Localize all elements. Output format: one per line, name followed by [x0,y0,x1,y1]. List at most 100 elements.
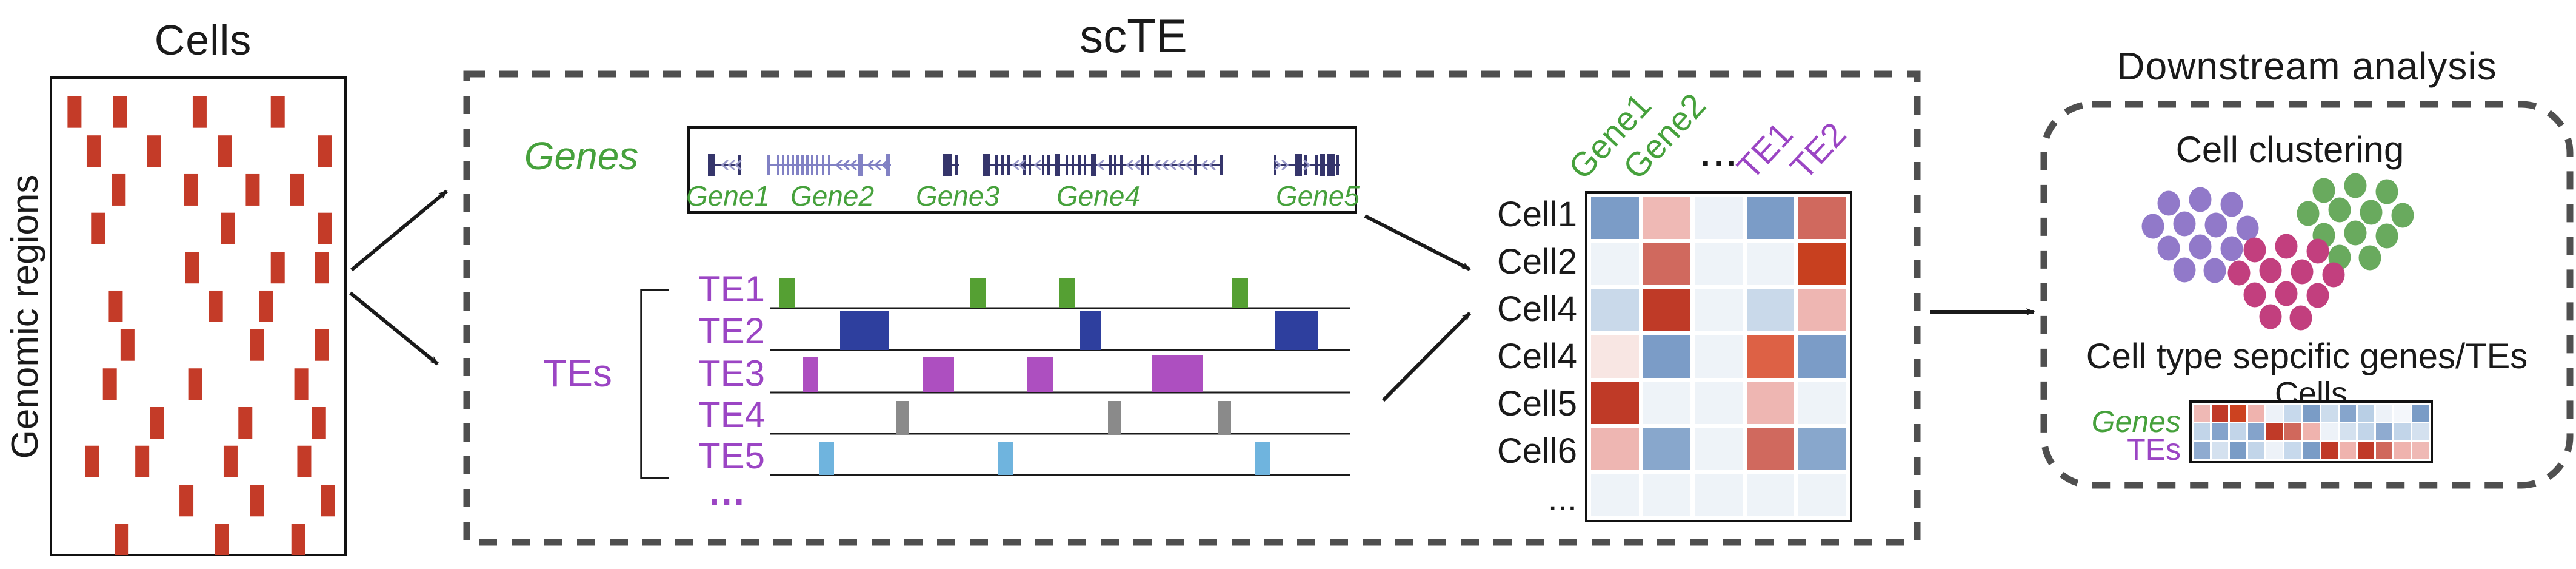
genomic-mark [245,173,260,206]
scte-title: scTE [1079,9,1187,62]
te-instance-bar [779,278,795,308]
genomic-mark [270,96,285,128]
mini-cell-r1c3 [2230,405,2247,422]
cell-dot [2358,245,2381,271]
genomic-mark [185,252,199,284]
cell-dot [2189,187,2212,212]
mini-cell-r1c5 [2266,405,2283,422]
matrix-cell-r6c5 [1798,428,1846,470]
gene-strand-arrow [1176,159,1184,171]
te-instance-bar [1080,311,1101,350]
genomic-mark [86,135,101,167]
genomic-mark [215,524,229,556]
matrix-cell-r2c5 [1798,243,1846,286]
genomic-mark [120,329,135,361]
gene-exon-tick [792,155,794,175]
gene-strand-arrow [866,159,874,171]
cell-dot [2312,178,2335,203]
gene-exon-tick [801,155,804,175]
arrow-to-tes [349,291,439,366]
gene-exon-block [1320,154,1325,176]
te-track-TE2 [770,311,1350,351]
gene-strand-arrow [849,159,857,171]
gene-exon-tick [1336,155,1339,175]
arrow-to-genes [350,189,448,272]
gene-strand-arrow [721,159,729,171]
gene-strand-arrow [842,159,850,171]
mini-cell-r3c13 [2412,442,2429,459]
gene-strand-arrow [1018,159,1026,171]
cell-dot [2391,203,2414,228]
gene-label-Gene2: Gene2 [790,180,875,212]
gene-strand-arrow [881,159,889,171]
genomic-mark [270,252,285,284]
gene-exon-tick [1274,155,1276,175]
te-label-TE2: TE2 [698,311,765,351]
te-instance-bar [803,357,818,392]
gene-exon-tick [1141,155,1144,175]
mini-cell-r2c13 [2412,423,2429,440]
genomic-mark [259,290,273,322]
matrix-cell-r7c2 [1643,474,1691,516]
mini-cell-r1c8 [2321,405,2338,422]
gene-exon-tick [1109,155,1112,175]
genomic-mark [184,173,198,206]
gene-exon-tick [1007,155,1010,175]
gene-exon-tick [816,155,818,175]
mini-cell-r1c1 [2194,405,2211,422]
gene-exon-tick [796,155,799,175]
gene-exon-tick [1084,155,1086,175]
genomic-mark [290,173,304,206]
gene-exon-tick [1114,155,1116,175]
cell-dot [2220,192,2243,217]
gene-exon-block [1295,154,1302,176]
gene-strand-arrow [734,159,742,171]
gene-exon-block [1091,154,1096,176]
matrix-row-label-6: Cell6 [1497,431,1577,471]
mini-cell-r3c3 [2230,442,2247,459]
matrix-cell-r4c2 [1643,335,1691,378]
mini-tes-row-label: TEs [2127,433,2181,466]
mini-cell-r3c11 [2375,442,2392,459]
gene-exon-tick [1304,155,1307,175]
genomic-mark [250,485,264,517]
matrix-cell-r5c1 [1591,382,1639,424]
cell-dot [2297,201,2320,226]
gene-label-Gene4: Gene4 [1056,180,1141,212]
mini-cell-r1c4 [2248,405,2265,422]
gene-exon-tick [767,155,770,175]
genomic-mark [150,407,164,439]
matrix-cell-r3c5 [1798,289,1846,332]
arrow-tes-to-matrix [1381,311,1472,402]
mini-genes-row-label: Genes [2091,405,2181,439]
genomic-mark [115,524,129,556]
cell-cluster-dots [2141,173,2414,331]
te-instance-bar [1059,278,1075,308]
gene-exon-tick [1194,155,1197,175]
matrix-row-label-1: Cell1 [1497,195,1577,234]
te-instance-bar [923,357,954,392]
gene-exon-tick [806,155,809,175]
cell-dot [2203,258,2226,283]
cell-dot [2275,234,2298,259]
cell-dot [2157,190,2180,216]
matrix-cell-r2c4 [1746,243,1795,286]
matrix-row-label-5: Cell5 [1497,384,1577,423]
gene-label-Gene1: Gene1 [686,180,770,212]
gene-exon-block [1327,154,1335,176]
matrix-cell-r5c4 [1746,382,1795,424]
matrix-cell-r1c5 [1798,197,1846,240]
matrix-cell-r5c5 [1798,382,1846,424]
matrix-cell-r4c1 [1591,335,1639,378]
genomic-mark [294,368,309,400]
gene-exon-tick [1315,155,1318,175]
gene-exon-tick [1066,155,1068,175]
te-instance-bar [819,442,834,475]
cell-dot [2204,212,2227,238]
cell-dot [2259,258,2282,283]
cell-dot [2141,214,2164,239]
te-track-TE1 [770,278,1350,309]
genomic-mark [297,445,312,477]
mini-cell-r2c7 [2303,423,2320,440]
mini-cell-r3c1 [2194,442,2211,459]
